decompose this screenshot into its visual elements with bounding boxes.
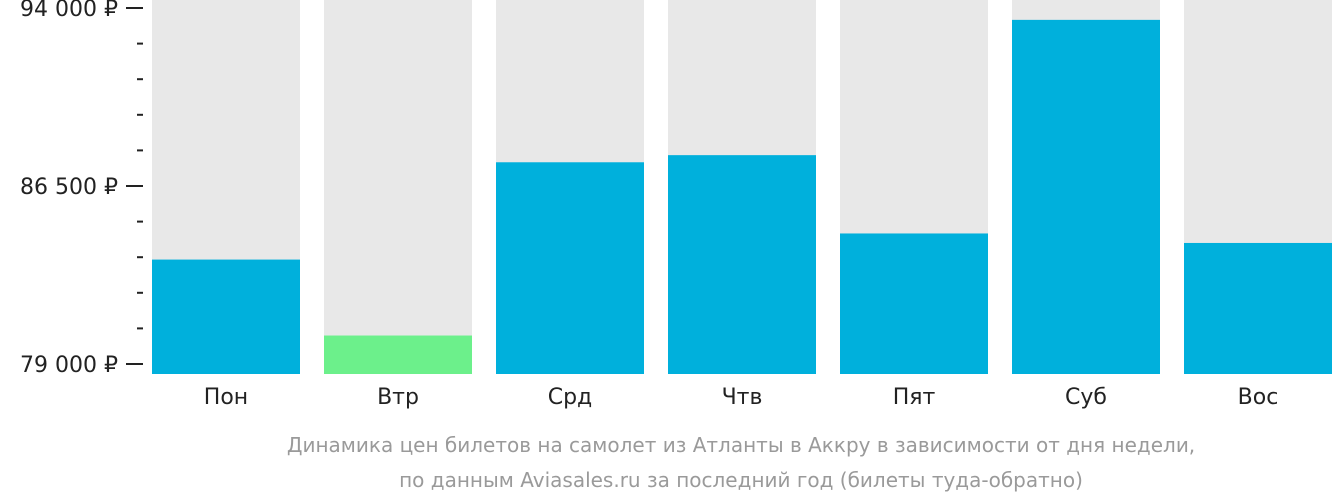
y-tick-label-1: 86 500 ₽ xyxy=(20,175,118,200)
bar-3 xyxy=(668,155,816,374)
y-axis: 79 000 ₽ 86 500 ₽ 94 000 ₽ xyxy=(20,0,143,378)
x-tick-label-6: Вос xyxy=(1238,385,1279,410)
y-tick-label-0: 79 000 ₽ xyxy=(20,353,118,378)
x-tick-label-0: Пон xyxy=(204,385,248,410)
bar-1 xyxy=(324,335,472,374)
bar-0 xyxy=(152,259,300,374)
caption-line-2: по данным Aviasales.ru за последний год … xyxy=(399,468,1083,492)
bar-6 xyxy=(1184,242,1332,374)
x-axis: Пон Втр Срд Чтв Пят Суб Вос xyxy=(204,385,1279,410)
bar-4 xyxy=(840,233,988,374)
x-tick-label-5: Суб xyxy=(1065,385,1107,410)
bar-2 xyxy=(496,162,644,374)
caption-line-1: Динамика цен билетов на самолет из Атлан… xyxy=(287,433,1195,457)
y-tick-label-2: 94 000 ₽ xyxy=(20,0,118,22)
x-tick-label-3: Чтв xyxy=(722,385,763,410)
x-tick-label-2: Срд xyxy=(548,385,593,410)
bar-background-1 xyxy=(324,0,472,374)
bars xyxy=(152,19,1332,374)
bar-5 xyxy=(1012,19,1160,374)
x-tick-label-4: Пят xyxy=(893,385,936,410)
x-tick-label-1: Втр xyxy=(377,385,419,410)
